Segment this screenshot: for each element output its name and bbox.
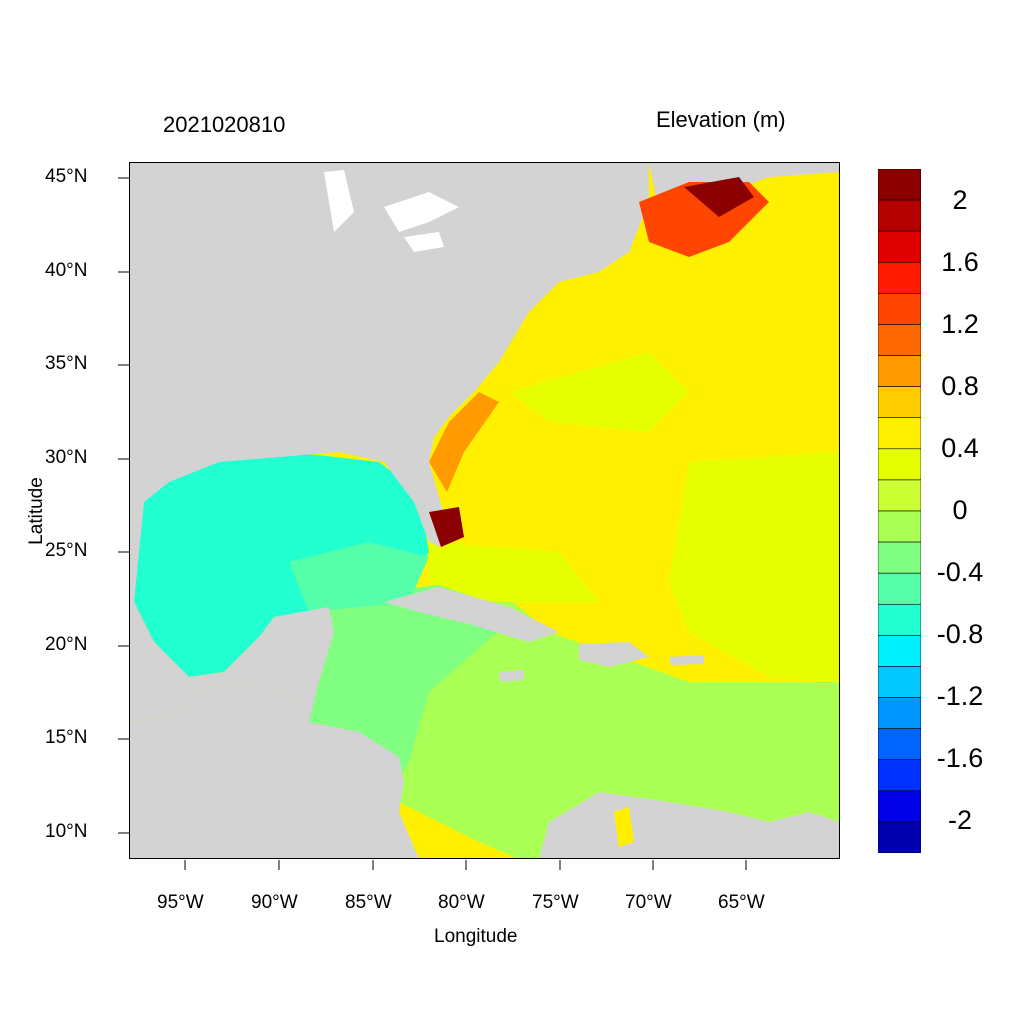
y-tick-label: 25°N — [45, 540, 88, 561]
x-axis-title: Longitude — [434, 926, 518, 947]
x-tick-label: 80°W — [438, 892, 485, 913]
y-tick-label: 10°N — [45, 821, 88, 842]
land-cuba — [384, 587, 559, 642]
y-axis-title: Latitude — [26, 477, 47, 545]
colorbar-swatch — [878, 572, 921, 605]
colorbar-swatch — [878, 697, 921, 729]
great-lakes — [324, 170, 459, 252]
colorbar-label: 1.2 — [941, 309, 979, 339]
colorbar-label: 0 — [952, 495, 968, 525]
colorbar-label: -0.4 — [936, 557, 984, 587]
colorbar-swatch — [878, 759, 921, 792]
y-tick-label: 15°N — [45, 727, 88, 748]
elevation-map — [129, 162, 840, 859]
colorbar-label: 0.4 — [941, 433, 979, 463]
land-hispaniola — [579, 642, 649, 667]
colorbar-swatch — [878, 386, 921, 419]
colorbar-swatch — [878, 635, 921, 667]
x-tick-label: 65°W — [718, 892, 765, 913]
colorbar-label: 2 — [952, 185, 968, 215]
colorbar-labels: 2 1.6 1.2 0.8 0.4 0 -0.4 -0.8 -1.2 -1.6 … — [915, 169, 1005, 853]
colorbar-label: -1.2 — [936, 681, 984, 711]
maracaibo-lake — [614, 807, 634, 847]
colorbar-swatch — [878, 821, 921, 853]
forecast-datetime-label: 2021020810 — [163, 112, 286, 137]
colorbar-swatch — [878, 199, 921, 232]
surge-florida-peak — [429, 507, 464, 547]
colorbar-swatch — [878, 510, 921, 543]
land-florida — [384, 462, 447, 547]
colorbar-swatch — [878, 293, 921, 325]
bahamas-shelf — [429, 542, 599, 602]
land-north-america — [129, 162, 649, 542]
y-tick-label: 20°N — [45, 634, 88, 655]
surge-gulf-of-maine-peak — [684, 177, 754, 217]
gulf-of-mexico — [134, 454, 429, 677]
colorbar-label: 1.6 — [941, 247, 979, 277]
x-tick-label: 95°W — [157, 892, 204, 913]
colorbar-swatch — [878, 324, 921, 356]
colorbar-label: -1.6 — [936, 743, 984, 773]
x-tick-label: 90°W — [251, 892, 298, 913]
land-central-america — [129, 682, 419, 859]
colorbar-swatch — [878, 728, 921, 761]
atlantic-mid-zone — [509, 352, 689, 432]
y-tick-label: 35°N — [45, 353, 88, 374]
colorbar-swatch — [878, 261, 921, 294]
surge-east-coast — [429, 392, 499, 492]
land-jamaica — [499, 670, 524, 682]
land-south-america — [539, 792, 840, 859]
x-tick-label: 75°W — [532, 892, 579, 913]
y-tick-label: 40°N — [45, 260, 88, 281]
colorbar — [878, 169, 921, 853]
variable-title: Elevation (m) — [656, 107, 786, 132]
gulf-south-zone — [289, 542, 429, 612]
x-tick-label: 85°W — [345, 892, 392, 913]
y-tick-label: 45°N — [45, 166, 88, 187]
colorbar-swatch — [878, 666, 921, 698]
map-border — [129, 162, 840, 859]
atlantic-east-zone — [669, 452, 840, 682]
colorbar-label: 0.8 — [941, 371, 979, 401]
y-tick-label: 30°N — [45, 447, 88, 468]
colorbar-swatch — [878, 355, 921, 387]
colorbar-swatch — [878, 448, 921, 481]
land-mexico — [129, 502, 334, 722]
colorbar-label: -0.8 — [936, 619, 984, 649]
colorbar-label: -2 — [947, 805, 972, 835]
land-puerto-rico — [669, 655, 704, 665]
x-tick-label: 70°W — [625, 892, 672, 913]
